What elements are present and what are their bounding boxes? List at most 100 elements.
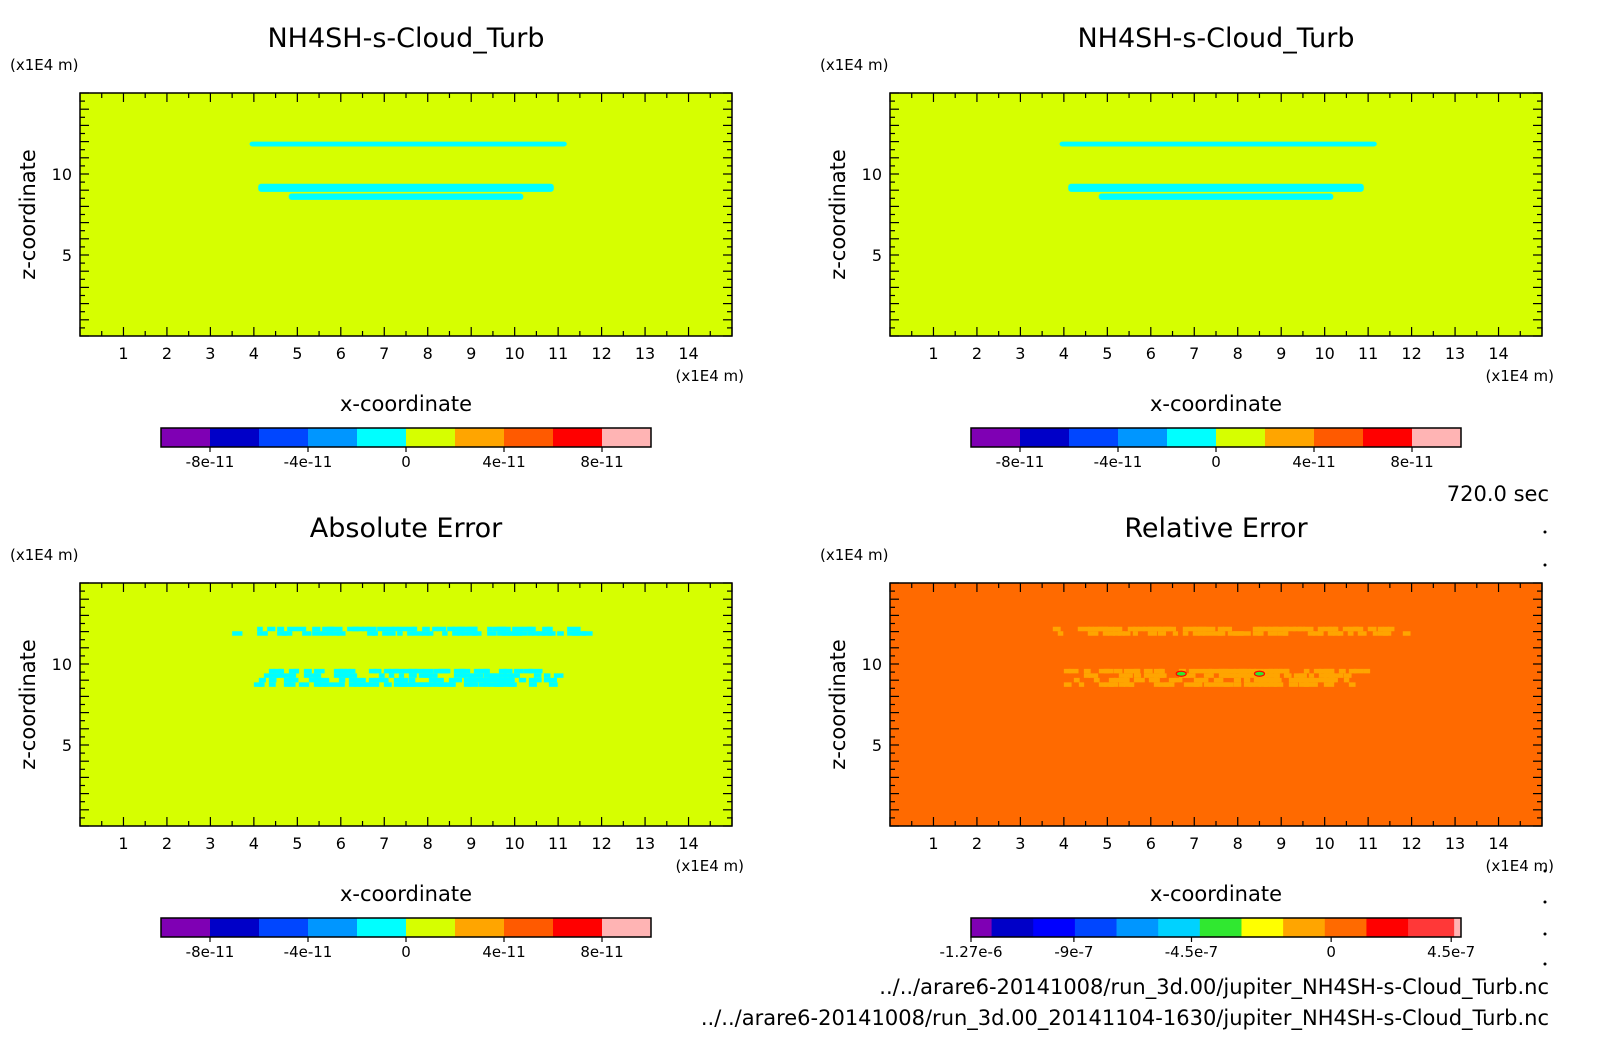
feature-band xyxy=(232,626,593,636)
file-path-1: ../../arare6-20141008/run_3d.00/jupiter_… xyxy=(879,975,1549,1000)
x-tick-label: 9 xyxy=(1276,834,1286,853)
colorbar-tick-label: -8e-11 xyxy=(186,943,235,961)
colorbar-swatch xyxy=(308,428,358,447)
feature-cell xyxy=(448,682,456,687)
feature-cell xyxy=(378,673,385,678)
feature-cell xyxy=(452,626,462,632)
x-axis-label: x-coordinate xyxy=(1150,392,1282,416)
x-tick-label: 4 xyxy=(249,834,259,853)
colorbar-swatch xyxy=(971,428,1021,447)
feature-cell xyxy=(1162,626,1172,632)
feature-cell xyxy=(388,668,399,674)
feature-cell xyxy=(1353,668,1364,674)
chart-panel-1: NH4SH-s-Cloud_Turb(x1E4 m)1 2 3 4 5 6 7 8 9 10 11 1… xyxy=(10,23,744,471)
feature-cell xyxy=(288,673,297,678)
feature-cell xyxy=(408,677,416,683)
x-tick-label: 7 xyxy=(1189,834,1199,853)
feature-cell xyxy=(1158,668,1165,674)
feature-cell xyxy=(468,682,479,687)
feature-cell xyxy=(357,626,364,632)
feature-cell xyxy=(1223,668,1230,674)
feature-cell xyxy=(378,677,389,683)
colorbar-swatch xyxy=(1033,918,1076,937)
x-tick-label: 5 xyxy=(1102,344,1112,363)
colorbar-swatch xyxy=(1158,918,1201,937)
feature-cell xyxy=(1263,668,1273,674)
feature-cell xyxy=(338,673,349,678)
feature-cell xyxy=(397,631,403,636)
feature-cell xyxy=(1098,682,1107,687)
x-tick-label: 2 xyxy=(972,834,982,853)
feature-cell xyxy=(1148,673,1159,678)
feature-cell xyxy=(377,626,388,632)
feature-cell xyxy=(392,626,399,632)
feature-cell xyxy=(497,631,507,636)
feature-cell xyxy=(1082,626,1090,632)
feature-cell xyxy=(512,631,522,636)
feature-cell xyxy=(368,668,377,674)
x-tick-label: 12 xyxy=(1401,834,1421,853)
feature-cell xyxy=(1303,682,1310,687)
feature-cell xyxy=(1313,668,1322,674)
feature-band xyxy=(1052,626,1411,636)
colorbar-swatch xyxy=(1366,918,1409,937)
feature-cell xyxy=(423,673,432,678)
feature-cell xyxy=(353,677,360,683)
feature-cell xyxy=(413,668,419,674)
x-axis-label: x-coordinate xyxy=(340,392,472,416)
x-tick-label: 11 xyxy=(1358,344,1378,363)
feature-cell xyxy=(527,631,534,636)
feature-cell xyxy=(1143,668,1153,674)
feature-cell xyxy=(453,668,464,674)
x-unit-label: (x1E4 m) xyxy=(675,367,744,385)
colorbar-swatch xyxy=(1199,918,1242,937)
feature-cell xyxy=(258,682,265,687)
y-unit-label: (x1E4 m) xyxy=(820,546,889,564)
feature-cell xyxy=(1253,682,1261,687)
feature-cell xyxy=(1087,631,1099,636)
feature-cell xyxy=(1282,631,1289,636)
feature-cell xyxy=(513,673,520,678)
colorbar-swatch xyxy=(161,918,211,937)
feature-cell xyxy=(1328,668,1335,674)
feature-cell xyxy=(1263,682,1270,687)
feature-cell xyxy=(1273,673,1280,678)
feature-cell xyxy=(278,668,285,674)
colorbar-swatch xyxy=(1454,918,1462,937)
feature-cell xyxy=(373,677,380,683)
feature-cell xyxy=(1327,626,1337,632)
colorbar-swatch xyxy=(602,428,652,447)
y-tick-label: 5 xyxy=(872,736,882,755)
colorbar-swatch xyxy=(1069,428,1119,447)
feature-cell xyxy=(1222,626,1233,632)
feature-cell xyxy=(343,673,352,678)
feature-cell xyxy=(1357,626,1364,632)
feature-cell xyxy=(1282,626,1289,632)
feature-cell xyxy=(318,682,327,687)
colorbar: -8e-11 -4e-11 0 4e-11 8e-11 xyxy=(160,427,652,471)
feature-cell xyxy=(1348,668,1357,674)
chart-panel-2: NH4SH-s-Cloud_Turb(x1E4 m)1 2 3 4 5 6 7 8 9 10 11 1… xyxy=(820,23,1554,471)
feature-cell xyxy=(473,673,484,678)
feature-cell xyxy=(393,677,402,683)
feature-cell xyxy=(1063,668,1071,674)
feature-cell xyxy=(382,631,389,636)
feature-cell xyxy=(1133,677,1145,683)
plot-area xyxy=(80,93,732,336)
feature-cell xyxy=(373,668,382,674)
feature-cell xyxy=(1243,677,1251,683)
feature-cell xyxy=(457,626,465,632)
feature-cell xyxy=(1302,626,1314,632)
colorbar-tick-label: -4e-11 xyxy=(1094,453,1143,471)
feature-cell xyxy=(393,668,405,674)
x-tick-label: 6 xyxy=(1146,344,1156,363)
feature-cell xyxy=(428,677,437,683)
feature-cell xyxy=(442,631,448,636)
feature-cell xyxy=(258,677,266,683)
colorbar-tick-label: 4e-11 xyxy=(482,943,525,961)
feature-cell xyxy=(1083,668,1091,674)
y-unit-label: (x1E4 m) xyxy=(10,546,79,564)
feature-cell xyxy=(1148,677,1160,683)
feature-cell xyxy=(1298,677,1309,683)
feature-cell xyxy=(388,673,395,678)
